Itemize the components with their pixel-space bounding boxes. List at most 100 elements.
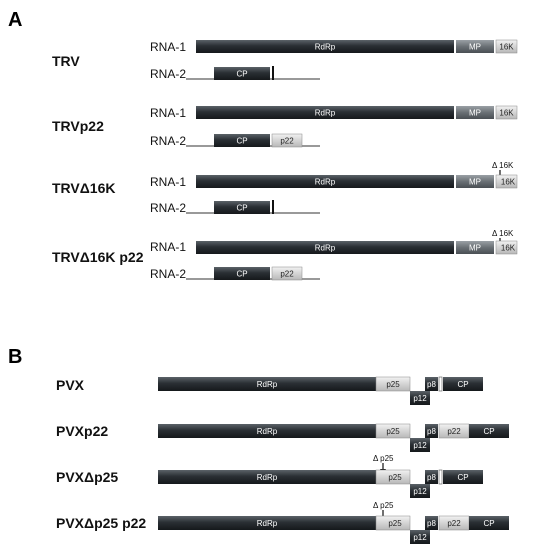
p22-segment [271, 133, 303, 148]
construct-name: TRVΔ16K [52, 180, 116, 196]
rdrp-label: RdRp [257, 380, 278, 389]
16k-segment [495, 240, 518, 255]
p8-segment [425, 377, 438, 391]
p8-segment [425, 470, 438, 484]
cp-label: CP [236, 204, 247, 213]
rdrp-segment [196, 40, 454, 53]
16k-label: 16K [501, 178, 516, 187]
cp-segment [214, 67, 270, 80]
p12-label: p12 [413, 441, 427, 450]
p25-label: p25 [386, 427, 400, 436]
pvx-construct-2: PVXp22 RdRp p25 p12 p8 p22 CP [56, 423, 509, 452]
p12-segment [410, 484, 430, 498]
cp-label: CP [236, 70, 247, 79]
cp-label: CP [236, 137, 247, 146]
p25-segment [375, 469, 411, 485]
16k-label: 16K [499, 43, 514, 52]
16k-segment [495, 105, 518, 120]
p22-label: p22 [280, 270, 294, 279]
p8-label: p8 [427, 519, 436, 528]
mp-segment [456, 241, 494, 254]
p12-segment [410, 391, 430, 405]
junction-marker [438, 376, 443, 392]
trv-construct-2: TRVp22 RNA-1 RdRp MP 16K RNA-2 CP p22 [52, 105, 518, 148]
rdrp-label: RdRp [257, 427, 278, 436]
deletion-label: Δ 16K [492, 161, 514, 170]
rna1-label: RNA-1 [150, 175, 186, 189]
construct-name: TRVp22 [52, 118, 104, 134]
cp-segment [443, 377, 483, 391]
mp-label: MP [469, 244, 481, 253]
mp-segment [456, 175, 494, 188]
cp-label: CP [483, 427, 494, 436]
pvx-construct-3: Δ p25 PVXΔp25 RdRp p25 p12 p8 CP [56, 454, 483, 498]
16k-label: 16K [501, 244, 516, 253]
mp-segment [456, 106, 494, 119]
rdrp-label: RdRp [257, 473, 278, 482]
p8-segment [425, 424, 438, 438]
rdrp-segment [158, 424, 376, 438]
construct-name: PVXΔp25 [56, 469, 118, 485]
cp-segment [469, 424, 509, 438]
junction-marker [438, 469, 443, 485]
cp-segment [469, 516, 509, 530]
mp-label: MP [469, 109, 481, 118]
16k-segment [495, 39, 518, 54]
p25-label: p25 [386, 380, 400, 389]
p8-label: p8 [427, 380, 436, 389]
rna2-label: RNA-2 [150, 67, 186, 81]
trv-construct-4: Δ 16K TRVΔ16K p22 RNA-1 RdRp MP 16K RNA-… [52, 229, 518, 281]
p12-label: p12 [413, 533, 427, 542]
mp-label: MP [469, 43, 481, 52]
p8-label: p8 [427, 427, 436, 436]
rna1-label: RNA-1 [150, 40, 186, 54]
trv-construct-3: Δ 16K TRVΔ16K RNA-1 RdRp MP 16K RNA-2 CP [52, 161, 518, 215]
rna2-end-marker [272, 200, 274, 214]
p22-label: p22 [447, 519, 461, 528]
p12-label: p12 [413, 487, 427, 496]
panel-b-letter: B [8, 346, 22, 368]
rdrp-label: RdRp [315, 109, 336, 118]
cp-segment [214, 201, 270, 214]
rdrp-label: RdRp [315, 43, 336, 52]
rdrp-label: RdRp [257, 519, 278, 528]
16k-segment [495, 174, 518, 189]
construct-name: TRVΔ16K p22 [52, 249, 144, 265]
rdrp-segment [196, 106, 454, 119]
p25-label: p25 [388, 473, 402, 482]
rna2-label: RNA-2 [150, 201, 186, 215]
p25-segment [375, 515, 411, 531]
rdrp-segment [196, 175, 454, 188]
cp-label: CP [457, 473, 468, 482]
p25-segment [375, 376, 411, 392]
p8-label: p8 [427, 473, 436, 482]
deletion-label: Δ 16K [492, 229, 514, 238]
construct-name: PVX [56, 377, 85, 393]
cp-label: CP [457, 380, 468, 389]
pvx-construct-1: PVX RdRp p25 p12 p8 CP [56, 376, 483, 405]
rdrp-label: RdRp [315, 244, 336, 253]
construct-name: PVXΔp25 p22 [56, 515, 146, 531]
p22-label: p22 [280, 137, 294, 146]
rna2-label: RNA-2 [150, 267, 186, 281]
cp-segment [214, 267, 270, 280]
cp-label: CP [483, 519, 494, 528]
rdrp-segment [158, 516, 376, 530]
rdrp-segment [196, 241, 454, 254]
mp-segment [456, 40, 494, 53]
construct-name: TRV [52, 53, 80, 69]
trv-construct-1: TRV RNA-1 RdRp MP 16K RNA-2 CP [52, 39, 518, 81]
pvx-construct-4: Δ p25 PVXΔp25 p22 RdRp p25 p12 p8 p22 CP [56, 501, 509, 544]
rdrp-segment [158, 470, 376, 484]
p12-segment [410, 530, 430, 544]
deletion-label: Δ p25 [373, 501, 394, 510]
p22-label: p22 [447, 427, 461, 436]
p25-segment [375, 423, 411, 439]
construct-name: PVXp22 [56, 423, 108, 439]
p22-segment [271, 266, 303, 281]
p8-segment [425, 516, 438, 530]
deletion-label: Δ p25 [373, 454, 394, 463]
rna2-end-marker [272, 66, 274, 80]
p12-segment [410, 438, 430, 452]
rna1-label: RNA-1 [150, 106, 186, 120]
